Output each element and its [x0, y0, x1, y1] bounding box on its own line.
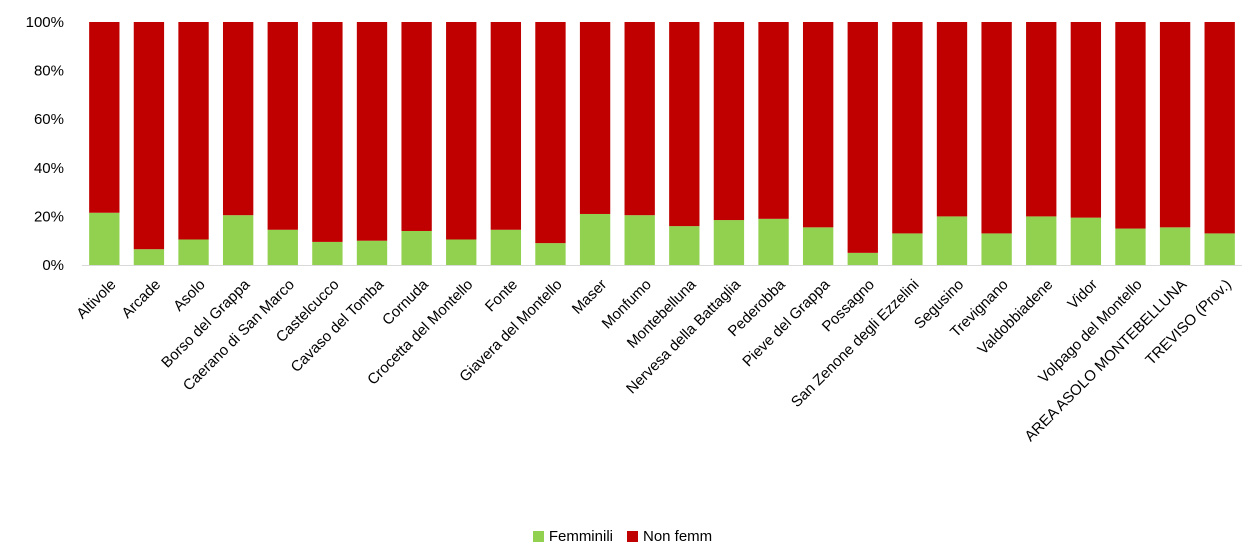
bars	[89, 22, 1235, 265]
x-tick-label-altivole: Altivole	[73, 276, 119, 322]
y-tick-label: 20%	[34, 208, 64, 225]
bar-segment-femminili-asolo	[178, 239, 209, 265]
x-tick-label-arcade: Arcade	[118, 276, 164, 322]
bar-segment-femminili-monfumo	[624, 215, 655, 265]
bar-segment-non-femm-nervesa-della-battaglia	[713, 22, 745, 221]
bar-segment-femminili-crocetta-del-montello	[446, 239, 477, 265]
x-tick-label-maser: Maser	[569, 276, 610, 317]
y-tick-label: 60%	[34, 111, 64, 128]
bar-segment-non-femm-caerano-di-san-marco	[267, 22, 298, 230]
bar-segment-femminili-borso-del-grappa	[222, 215, 254, 265]
bar-segment-femminili-nervesa-della-battaglia	[713, 220, 745, 265]
bar-segment-femminili-arcade	[133, 249, 165, 265]
bar-segment-femminili-possagno	[847, 252, 878, 265]
bar-segment-non-femm-altivole	[89, 22, 120, 213]
bar-segment-femminili-trevignano	[981, 233, 1012, 265]
x-tick-label-treviso-prov: TREVISO (Prov.)	[1142, 276, 1235, 369]
x-tick-label-asolo: Asolo	[170, 276, 209, 315]
x-tick-label-fonte: Fonte	[482, 276, 521, 315]
bar-segment-non-femm-pederobba	[758, 22, 789, 219]
legend-label-non-femm: Non femm	[642, 528, 713, 545]
bar-segment-non-femm-borso-del-grappa	[222, 22, 254, 216]
bar-segment-femminili-cavaso-del-tomba	[356, 240, 388, 265]
bar-segment-femminili-altivole	[89, 212, 120, 265]
bar-segment-non-femm-vidor	[1070, 22, 1102, 218]
bar-segment-non-femm-trevignano	[981, 22, 1012, 234]
y-tick-label: 80%	[34, 63, 64, 80]
bar-segment-non-femm-volpago-del-montello	[1115, 22, 1146, 229]
bar-segment-femminili-montebelluna	[669, 226, 700, 265]
x-tick-label-vidor: Vidor	[1064, 276, 1101, 313]
bar-segment-non-femm-arcade	[133, 22, 165, 250]
bar-segment-femminili-maser	[579, 213, 611, 265]
bar-segment-femminili-cornuda	[401, 230, 432, 265]
bar-segment-non-femm-cornuda	[401, 22, 432, 231]
bar-segment-non-femm-area-asolo-montebelluna	[1159, 22, 1191, 228]
bar-segment-femminili-giavera-del-montello	[535, 243, 566, 265]
bar-segment-femminili-valdobbiadene	[1026, 216, 1057, 265]
bar-segment-femminili-castelcucco	[312, 241, 343, 265]
legend-swatch-femminili	[532, 531, 544, 542]
bar-segment-non-femm-cavaso-del-tomba	[356, 22, 388, 241]
y-tick-label: 40%	[34, 160, 64, 177]
bar-segment-non-femm-san-zenone-degli-ezzelini	[892, 22, 923, 234]
bar-segment-non-femm-monfumo	[624, 22, 655, 216]
bar-segment-femminili-pederobba	[758, 218, 789, 265]
bar-segment-non-femm-possagno	[847, 22, 878, 253]
bar-segment-femminili-caerano-di-san-marco	[267, 229, 298, 265]
bar-segment-femminili-fonte	[490, 229, 522, 265]
x-tick-label-area-asolo-montebelluna: AREA ASOLO MONTEBELLUNA	[1021, 276, 1190, 445]
bar-segment-non-femm-treviso-prov	[1204, 22, 1235, 234]
bar-segment-non-femm-giavera-del-montello	[535, 22, 566, 244]
bar-segment-non-femm-segusino	[936, 22, 968, 217]
bar-segment-femminili-area-asolo-montebelluna	[1159, 227, 1191, 265]
y-tick-label: 100%	[26, 14, 64, 31]
legend: Femminili Non femm	[0, 528, 1245, 545]
bar-segment-femminili-san-zenone-degli-ezzelini	[892, 233, 923, 265]
y-tick-label: 0%	[42, 257, 64, 274]
bar-segment-non-femm-crocetta-del-montello	[446, 22, 477, 240]
legend-swatch-non-femm	[626, 531, 638, 542]
legend-label-femminili: Femminili	[548, 528, 613, 545]
bar-segment-femminili-treviso-prov	[1204, 233, 1235, 265]
bar-segment-non-femm-pieve-del-grappa	[802, 22, 834, 228]
bar-segment-femminili-volpago-del-montello	[1115, 228, 1146, 265]
y-axis-labels: 0% 20% 40% 60% 80% 100%	[26, 14, 64, 274]
bar-segment-non-femm-asolo	[178, 22, 209, 240]
bar-segment-non-femm-maser	[579, 22, 611, 214]
bar-segment-non-femm-fonte	[490, 22, 522, 230]
bar-segment-non-femm-castelcucco	[312, 22, 343, 242]
bar-segment-femminili-segusino	[936, 216, 968, 265]
bar-segment-femminili-pieve-del-grappa	[802, 227, 834, 265]
bar-segment-femminili-vidor	[1070, 217, 1102, 265]
bar-segment-non-femm-montebelluna	[669, 22, 700, 227]
bar-segment-non-femm-valdobbiadene	[1026, 22, 1057, 217]
legend-item-femminili: Femminili	[532, 528, 613, 545]
legend-item-non-femm: Non femm	[626, 528, 713, 545]
